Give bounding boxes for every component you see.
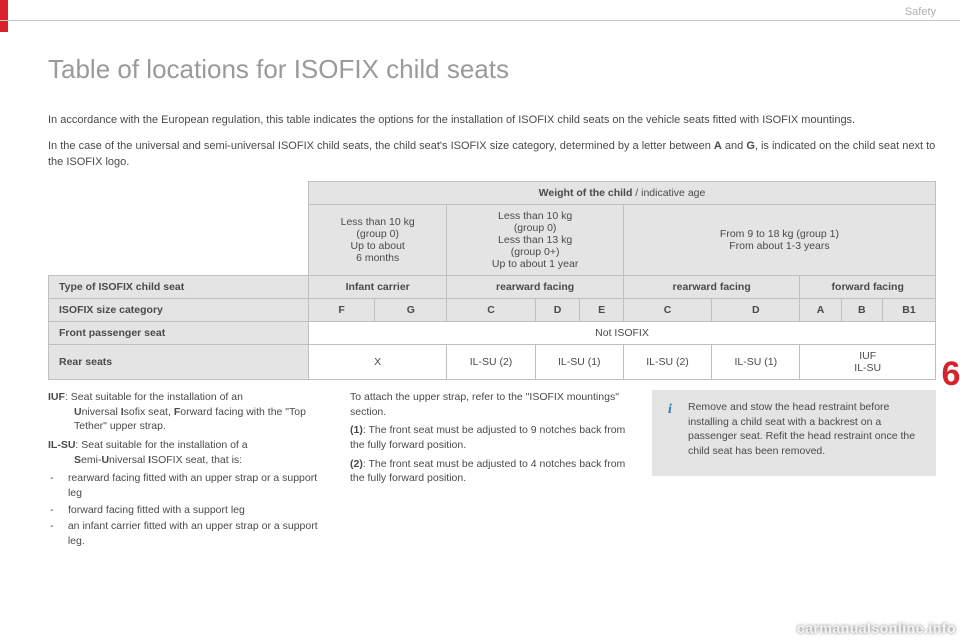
size-cell: B1 bbox=[882, 298, 935, 321]
row-label-front: Front passenger seat bbox=[49, 321, 309, 344]
table-header-group1: From 9 to 18 kg (group 1) From about 1-3… bbox=[623, 204, 935, 275]
info-text: Remove and stow the head restraint befor… bbox=[688, 401, 915, 457]
legend-column: IUF: Seat suitable for the installation … bbox=[48, 390, 332, 551]
accent-bar bbox=[0, 0, 8, 32]
text: 6 months bbox=[315, 252, 440, 264]
text: niversal bbox=[109, 454, 148, 466]
size-cell: D bbox=[535, 298, 580, 321]
text: : Seat suitable for the installation of … bbox=[65, 391, 243, 403]
size-cell: E bbox=[580, 298, 624, 321]
text: (group 0) bbox=[315, 228, 440, 240]
side-tab: 6 bbox=[942, 344, 960, 404]
table-header-group0: Less than 10 kg (group 0) Up to about 6 … bbox=[309, 204, 447, 275]
table-header-weight-rest: / indicative age bbox=[632, 187, 705, 199]
table-header-weight: Weight of the child / indicative age bbox=[309, 181, 936, 204]
note-intro: To attach the upper strap, refer to the … bbox=[350, 390, 634, 419]
cell-rearward-facing-2: rearward facing bbox=[623, 275, 800, 298]
legend-ilsu: IL-SU: Seat suitable for the installatio… bbox=[48, 438, 332, 467]
text: : The front seat must be adjusted to 9 n… bbox=[350, 424, 625, 451]
size-cell: G bbox=[375, 298, 447, 321]
table-blank-cell bbox=[49, 181, 309, 275]
cell-forward-facing: forward facing bbox=[800, 275, 936, 298]
text: U bbox=[101, 454, 109, 466]
legend-bullet: -forward facing fitted with a support le… bbox=[48, 503, 332, 518]
text: Less than 13 kg bbox=[453, 234, 617, 246]
text: rearward facing fitted with an upper str… bbox=[68, 471, 332, 500]
rear-cell: IUF IL-SU bbox=[800, 344, 936, 379]
rear-cell: IL-SU (2) bbox=[447, 344, 535, 379]
intro-letter-g: G bbox=[746, 140, 755, 152]
rear-cell: IL-SU (1) bbox=[535, 344, 623, 379]
info-box: i Remove and stow the head restraint bef… bbox=[652, 390, 936, 476]
rear-cell: IL-SU (2) bbox=[623, 344, 711, 379]
row-label-type: Type of ISOFIX child seat bbox=[49, 275, 309, 298]
page-title: Table of locations for ISOFIX child seat… bbox=[48, 54, 936, 85]
text: S bbox=[74, 454, 81, 466]
intro-text: and bbox=[722, 140, 746, 152]
size-cell: A bbox=[800, 298, 841, 321]
text: (group 0) bbox=[453, 222, 617, 234]
cell-infant-carrier: Infant carrier bbox=[309, 275, 447, 298]
legend-bullet: -an infant carrier fitted with an upper … bbox=[48, 519, 332, 548]
text: IUF bbox=[806, 350, 929, 362]
row-label-size: ISOFIX size category bbox=[49, 298, 309, 321]
text: : Seat suitable for the installation of … bbox=[75, 439, 247, 451]
legend-ilsu-label: IL-SU bbox=[48, 439, 75, 451]
section-label: Safety bbox=[905, 6, 936, 18]
text: From 9 to 18 kg (group 1) bbox=[630, 228, 929, 240]
text: U bbox=[74, 406, 82, 418]
rear-cell: X bbox=[309, 344, 447, 379]
table-header-group0plus: Less than 10 kg (group 0) Less than 13 k… bbox=[447, 204, 624, 275]
legend-iuf-label: IUF bbox=[48, 391, 65, 403]
size-cell: C bbox=[447, 298, 535, 321]
text: sofix seat, bbox=[124, 406, 174, 418]
legend-iuf: IUF: Seat suitable for the installation … bbox=[48, 390, 332, 434]
cell-not-isofix: Not ISOFIX bbox=[309, 321, 936, 344]
watermark: carmanualsonline.info bbox=[797, 620, 956, 636]
legend-ilsu-body: Semi-Universal ISOFIX seat, that is: bbox=[48, 453, 332, 468]
text: Less than 10 kg bbox=[453, 210, 617, 222]
cell-rearward-facing-1: rearward facing bbox=[447, 275, 624, 298]
text: (group 0+) bbox=[453, 246, 617, 258]
row-label-rear: Rear seats bbox=[49, 344, 309, 379]
intro-paragraph-1: In accordance with the European regulati… bbox=[48, 113, 936, 129]
text: From about 1-3 years bbox=[630, 240, 929, 252]
text: Less than 10 kg bbox=[315, 216, 440, 228]
intro-text: In the case of the universal and semi-un… bbox=[48, 140, 714, 152]
text: niversal bbox=[82, 406, 121, 418]
note-1: (1): The front seat must be adjusted to … bbox=[350, 423, 634, 452]
note-2-label: (2) bbox=[350, 458, 363, 470]
intro-letter-a: A bbox=[714, 140, 722, 152]
header-divider bbox=[0, 20, 960, 21]
text: : The front seat must be adjusted to 4 n… bbox=[350, 458, 625, 485]
text: forward facing fitted with a support leg bbox=[68, 503, 245, 518]
size-cell: F bbox=[309, 298, 375, 321]
dash: - bbox=[50, 503, 58, 518]
footer-columns: IUF: Seat suitable for the installation … bbox=[48, 390, 936, 551]
dash: - bbox=[50, 471, 58, 500]
info-column: i Remove and stow the head restraint bef… bbox=[652, 390, 936, 551]
chapter-number: 6 bbox=[942, 355, 960, 394]
text: emi- bbox=[81, 454, 101, 466]
page-content: Table of locations for ISOFIX child seat… bbox=[48, 54, 936, 551]
note-1-label: (1) bbox=[350, 424, 363, 436]
size-cell: D bbox=[712, 298, 800, 321]
intro-paragraph-2: In the case of the universal and semi-un… bbox=[48, 139, 936, 171]
size-cell: C bbox=[623, 298, 711, 321]
table-header-weight-strong: Weight of the child bbox=[539, 187, 633, 199]
dash: - bbox=[50, 519, 58, 548]
text: IL-SU bbox=[806, 362, 929, 374]
legend-bullet: -rearward facing fitted with an upper st… bbox=[48, 471, 332, 500]
rear-cell: IL-SU (1) bbox=[712, 344, 800, 379]
text: Up to about bbox=[315, 240, 440, 252]
note-2: (2): The front seat must be adjusted to … bbox=[350, 457, 634, 486]
isofix-table: Weight of the child / indicative age Les… bbox=[48, 181, 936, 380]
info-icon: i bbox=[662, 400, 678, 416]
text: Up to about 1 year bbox=[453, 258, 617, 270]
legend-iuf-body: Universal Isofix seat, Forward facing wi… bbox=[48, 405, 332, 434]
text: an infant carrier fitted with an upper s… bbox=[68, 519, 332, 548]
text: SOFIX seat, that is: bbox=[151, 454, 242, 466]
notes-column: To attach the upper strap, refer to the … bbox=[350, 390, 634, 551]
size-cell: B bbox=[841, 298, 882, 321]
